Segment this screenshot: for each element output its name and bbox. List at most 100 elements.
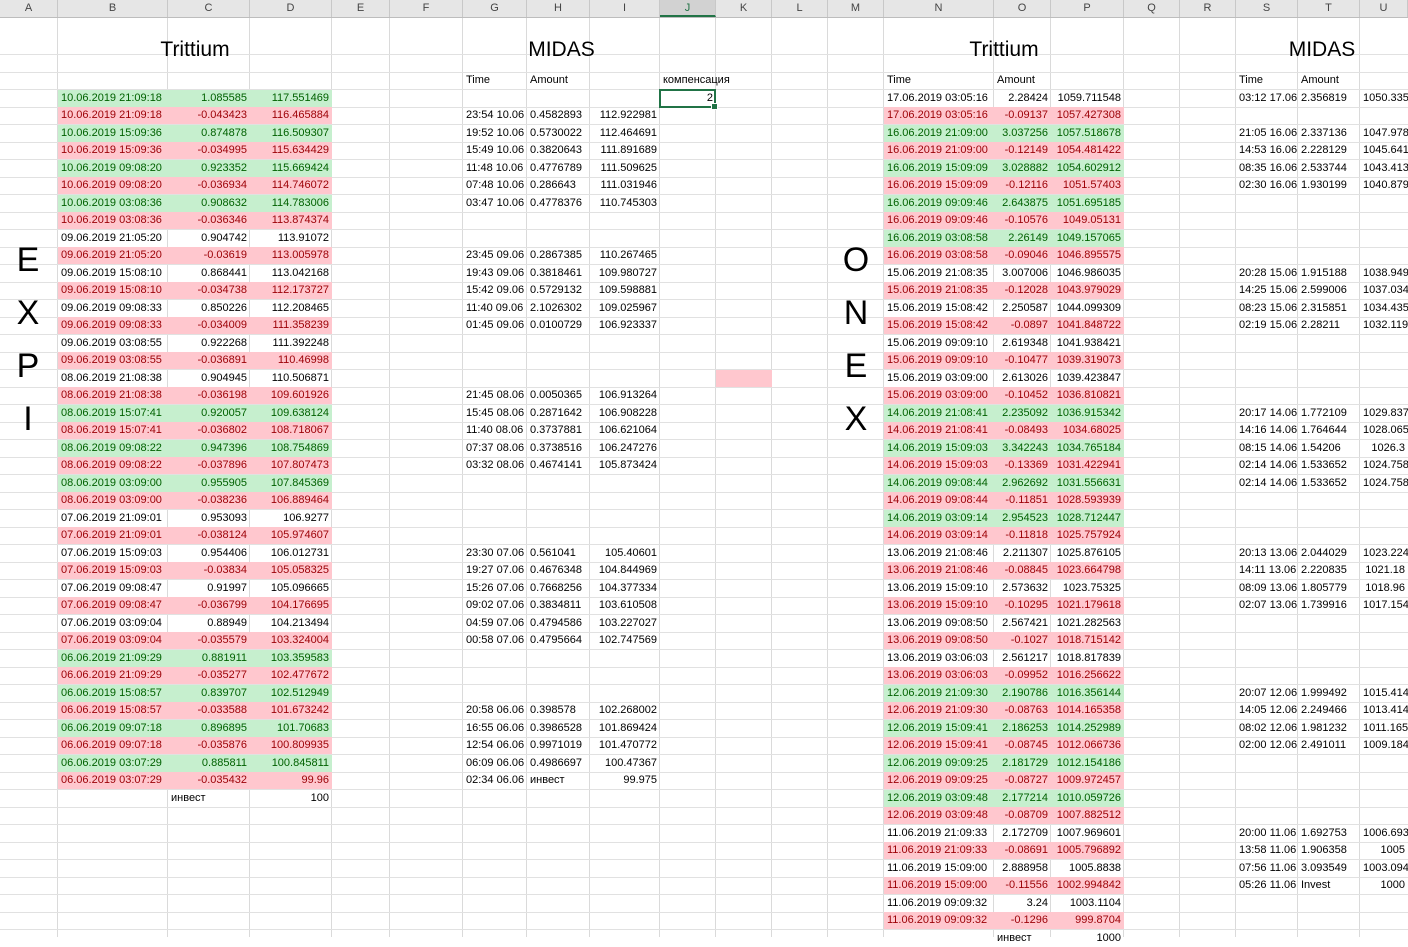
balance-cell[interactable]: 105.40601 <box>605 547 657 559</box>
date-cell[interactable]: 13.06.2019 21:08:46 <box>884 562 994 579</box>
amount-cell[interactable]: -0.09046 <box>994 247 1051 264</box>
date-cell[interactable]: 08.06.2019 15:07:41 <box>58 422 168 439</box>
column-header-e[interactable]: E <box>332 0 390 17</box>
balance-cell[interactable]: 1017.154 <box>1363 599 1408 611</box>
amount-cell[interactable]: 0.4776789 <box>530 162 582 174</box>
balance-cell[interactable]: 110.745303 <box>599 197 657 209</box>
balance-cell[interactable]: 100.47367 <box>605 757 657 769</box>
amount-cell[interactable]: -0.0897 <box>994 317 1051 334</box>
amount-cell[interactable]: 0.0050365 <box>530 389 582 401</box>
amount-cell[interactable]: 1.772109 <box>1301 407 1347 419</box>
amount-cell[interactable]: -0.1027 <box>994 632 1051 649</box>
amount-cell[interactable]: -0.036799 <box>168 597 250 614</box>
amount-cell[interactable]: 2.567421 <box>1002 617 1048 629</box>
balance-cell[interactable]: 103.324004 <box>250 632 332 649</box>
amount-cell[interactable]: -0.034009 <box>168 317 250 334</box>
balance-cell[interactable]: 102.268002 <box>598 704 657 716</box>
date-cell[interactable]: 06.06.2019 09:07:18 <box>58 737 168 754</box>
balance-cell[interactable]: 1023.75325 <box>1062 582 1121 594</box>
balance-cell[interactable]: 105.974607 <box>250 527 332 544</box>
time-cell[interactable]: 15:49 10.06 <box>466 144 525 156</box>
balance-cell[interactable]: 1026.3 <box>1371 442 1405 454</box>
balance-cell[interactable]: 1005.8838 <box>1069 862 1121 874</box>
balance-cell[interactable]: 1029.837 <box>1363 407 1408 419</box>
date-cell[interactable]: 09.06.2019 15:08:10 <box>58 282 168 299</box>
date-cell[interactable]: 10.06.2019 09:08:20 <box>58 160 168 177</box>
date-cell[interactable]: 16.06.2019 09:09:46 <box>884 212 994 229</box>
amount-cell[interactable]: инвест <box>530 774 565 786</box>
date-cell[interactable]: 11.06.2019 15:09:00 <box>887 862 988 874</box>
amount-cell[interactable]: 0.286643 <box>530 179 576 191</box>
amount-cell[interactable]: 0.904945 <box>201 372 247 384</box>
amount-cell[interactable]: 0.2867385 <box>530 249 582 261</box>
date-cell[interactable]: 13.06.2019 15:09:10 <box>884 597 994 614</box>
balance-cell[interactable]: 99.96 <box>250 772 332 789</box>
date-cell[interactable]: 08.06.2019 15:07:41 <box>58 405 168 422</box>
amount-cell[interactable]: 2.643875 <box>994 195 1051 212</box>
amount-cell[interactable]: 1.906358 <box>1301 844 1347 856</box>
balance-cell[interactable]: 109.598881 <box>598 284 657 296</box>
amount-cell[interactable]: 1.999492 <box>1301 687 1347 699</box>
amount-cell[interactable]: 2.220835 <box>1301 564 1347 576</box>
time-cell[interactable]: 23:30 07.06 <box>466 547 525 559</box>
amount-cell[interactable]: -0.036802 <box>168 422 250 439</box>
amount-cell[interactable]: 0.953093 <box>201 512 247 524</box>
amount-cell[interactable]: 0.923352 <box>168 160 250 177</box>
amount-cell[interactable]: 0.4676348 <box>530 564 582 576</box>
balance-cell[interactable]: 1038.949 <box>1363 267 1408 279</box>
amount-cell[interactable]: 2.177214 <box>994 790 1051 807</box>
date-cell[interactable]: 14.06.2019 03:09:14 <box>884 527 994 544</box>
amount-cell[interactable]: -0.10295 <box>994 597 1051 614</box>
date-cell[interactable]: 14.06.2019 15:09:03 <box>884 457 994 474</box>
amount-cell[interactable]: 2.533744 <box>1301 162 1347 174</box>
amount-cell[interactable]: 2.28211 <box>1301 319 1340 331</box>
amount-cell[interactable]: -0.035432 <box>168 772 250 789</box>
date-cell[interactable]: 16.06.2019 09:09:46 <box>884 195 994 212</box>
amount-cell[interactable]: -0.037896 <box>168 457 250 474</box>
balance-cell[interactable]: 1051.695185 <box>1051 195 1124 212</box>
balance-cell[interactable]: 109.980727 <box>598 267 657 279</box>
date-cell[interactable]: 07.06.2019 03:09:04 <box>61 617 162 629</box>
date-cell[interactable]: 12.06.2019 03:09:48 <box>884 790 994 807</box>
time-cell[interactable]: 20:07 12.06 <box>1239 687 1298 699</box>
amount-cell[interactable]: 2.599006 <box>1301 284 1347 296</box>
balance-cell[interactable]: 1014.165358 <box>1051 702 1124 719</box>
date-cell[interactable]: 08.06.2019 09:08:22 <box>58 457 168 474</box>
balance-cell[interactable]: 1018.715142 <box>1051 632 1124 649</box>
balance-cell[interactable]: 1050.335 <box>1363 92 1408 104</box>
time-cell[interactable]: 20:13 13.06 <box>1239 547 1298 559</box>
balance-cell[interactable]: 1057.518678 <box>1051 125 1124 142</box>
date-cell[interactable]: 09.06.2019 21:05:20 <box>58 247 168 264</box>
date-cell[interactable]: 16.06.2019 21:09:00 <box>884 142 994 159</box>
date-cell[interactable]: 07.06.2019 21:09:01 <box>61 512 162 524</box>
balance-cell[interactable]: 1034.435 <box>1363 302 1408 314</box>
date-cell[interactable]: 07.06.2019 09:08:47 <box>58 597 168 614</box>
amount-cell[interactable]: -0.034738 <box>168 282 250 299</box>
balance-cell[interactable]: 1000 <box>1380 879 1405 891</box>
column-header-d[interactable]: D <box>250 0 332 17</box>
column-header-h[interactable]: H <box>527 0 590 17</box>
amount-cell[interactable]: 3.342243 <box>994 440 1051 457</box>
balance-cell[interactable]: 100.845811 <box>250 755 332 772</box>
amount-cell[interactable]: -0.11556 <box>994 877 1051 894</box>
amount-cell[interactable]: 1.54206 <box>1301 442 1341 454</box>
amount-cell[interactable]: -0.08709 <box>994 807 1051 824</box>
compensation-value[interactable]: 2 <box>706 92 713 104</box>
amount-cell[interactable]: -0.12149 <box>994 142 1051 159</box>
time-cell[interactable]: 00:58 07.06 <box>466 634 525 646</box>
time-cell[interactable]: 15:42 09.06 <box>466 284 525 296</box>
balance-cell[interactable]: 100.809935 <box>250 737 332 754</box>
amount-cell[interactable]: 0.955905 <box>168 475 250 492</box>
amount-cell[interactable]: 0.91997 <box>207 582 247 594</box>
amount-cell[interactable]: 0.561041 <box>530 547 576 559</box>
amount-cell[interactable]: 0.954406 <box>201 547 247 559</box>
amount-cell[interactable]: -0.036934 <box>168 177 250 194</box>
time-cell[interactable]: 19:27 07.06 <box>466 564 525 576</box>
amount-cell[interactable]: -0.11818 <box>994 527 1051 544</box>
date-cell[interactable]: 10.06.2019 03:08:36 <box>58 195 168 212</box>
time-cell[interactable]: 08:02 12.06 <box>1239 722 1298 734</box>
amount-cell[interactable]: -0.1296 <box>994 912 1051 929</box>
balance-cell[interactable]: 1021.282563 <box>1056 617 1121 629</box>
balance-cell[interactable]: 110.506871 <box>271 372 329 384</box>
balance-cell[interactable]: 101.673242 <box>250 702 332 719</box>
